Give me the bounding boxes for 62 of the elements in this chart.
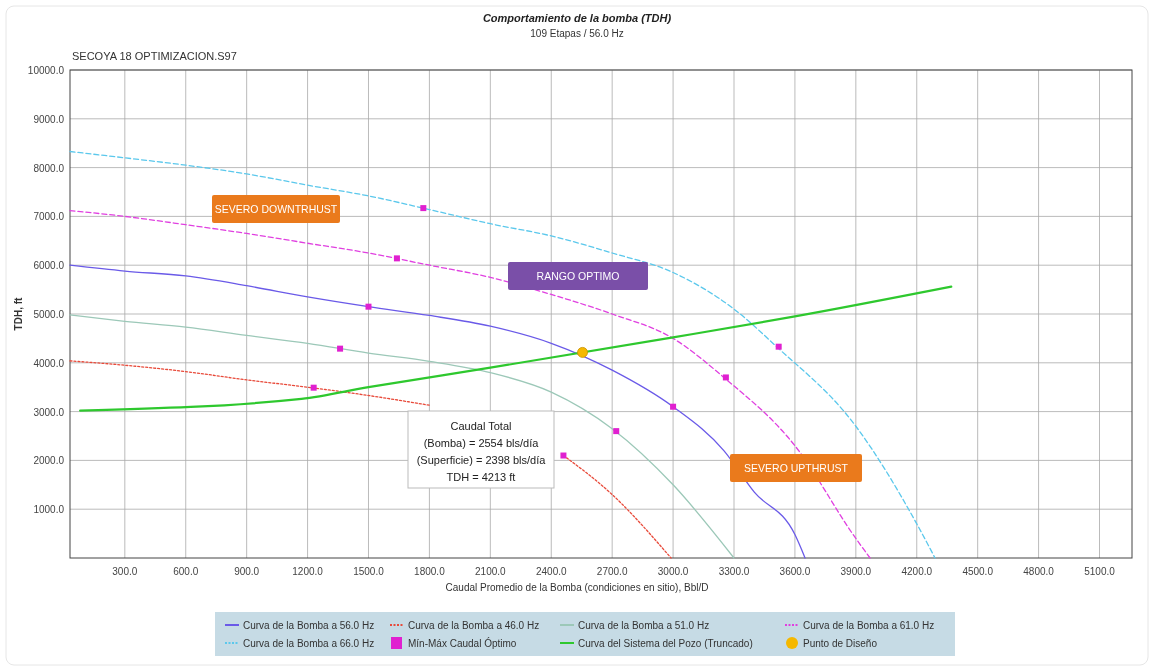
point — [310, 384, 317, 391]
point — [337, 345, 344, 352]
x-tick-label: 2100.0 — [475, 566, 507, 577]
point — [613, 428, 620, 435]
legend-label: Curva de la Bomba a 66.0 Hz — [243, 638, 375, 649]
label-box: RANGO OPTIMO — [508, 262, 648, 290]
x-tick-label: 4800.0 — [1023, 566, 1055, 577]
text: SECOYA 18 OPTIMIZACION.S97 — [72, 50, 237, 62]
annotation: SEVERO DOWNTRHUST — [214, 203, 338, 215]
point — [670, 403, 677, 410]
legend-label: Curva de la Bomba a 46.0 Hz — [408, 620, 540, 631]
point — [577, 347, 588, 358]
y-tick-label: 7000.0 — [33, 211, 65, 223]
chart-subtitle: 109 Etapas / 56.0 Hz — [530, 28, 624, 39]
y-tick-label: 8000.0 — [33, 162, 65, 174]
line-series — [79, 285, 953, 412]
x-tick-label: 3600.0 — [779, 566, 811, 577]
x-tick-label: 900.0 — [234, 566, 260, 577]
x-tick-label: 3300.0 — [718, 566, 750, 577]
x-tick-label: 5100.0 — [1084, 566, 1116, 577]
x-tick-label: 3900.0 — [840, 566, 872, 577]
y-tick-label: 6000.0 — [33, 260, 65, 272]
annotation: RANGO OPTIMO — [536, 270, 620, 282]
x-tick-label: 3000.0 — [657, 566, 689, 577]
legend-label: Punto de Diseño — [803, 638, 878, 649]
x-tick-label: 300.0 — [112, 566, 138, 577]
x-tick-label: 1800.0 — [414, 566, 446, 577]
label-box: SEVERO DOWNTRHUST — [212, 195, 340, 223]
y-tick-label: 3000.0 — [33, 406, 65, 418]
legend-label: Curva de la Bomba a 56.0 Hz — [243, 620, 375, 631]
legend-label: Mín-Máx Caudal Óptimo — [408, 637, 517, 649]
legend-label: Curva del Sistema del Pozo (Truncado) — [578, 638, 753, 649]
label-box: SEVERO UPTHRUST — [730, 454, 862, 482]
point — [722, 374, 729, 381]
point — [393, 255, 400, 262]
x-tick-label: 4200.0 — [901, 566, 933, 577]
callout-box: Caudal Total (Bomba) = 2554 bls/día (Superficie) = 2398 bls/día TDH = 4213 ft — [407, 410, 555, 489]
y-tick-label: 4000.0 — [33, 357, 65, 369]
x-tick-label: 2400.0 — [535, 566, 567, 577]
legend-label: Curva de la Bomba a 51.0 Hz — [578, 620, 710, 631]
x-axis-title: Caudal Promedio de la Bomba (condiciones en sitio), Bbl/D — [445, 582, 709, 593]
chart-title: Comportamiento de la bomba (TDH) — [482, 12, 672, 24]
x-tick-label: 600.0 — [173, 566, 199, 577]
line-series — [69, 150, 936, 559]
annotation: Caudal Total (Bomba) = 2554 bls/día (Superficie) = 2398 bls/día TDH = 4213 ft — [416, 420, 547, 483]
legend-label: Curva de la Bomba a 61.0 Hz — [803, 620, 935, 631]
y-tick-label: 9000.0 — [33, 113, 65, 125]
line-series — [69, 314, 735, 559]
y-tick-label: 1000.0 — [33, 504, 65, 516]
y-tick-label: 5000.0 — [33, 309, 65, 320]
point — [420, 205, 427, 212]
point — [775, 343, 782, 350]
y-tick-label: 2000.0 — [33, 455, 65, 467]
point — [560, 452, 567, 459]
x-tick-label: 4500.0 — [962, 566, 994, 577]
annotation: SEVERO UPTHRUST — [744, 462, 849, 474]
point — [365, 303, 372, 310]
x-tick-label: 1500.0 — [353, 566, 385, 577]
x-tick-label: 1200.0 — [292, 566, 324, 577]
x-tick-label: 2700.0 — [596, 566, 628, 577]
y-tick-label: 10000.0 — [27, 65, 65, 76]
y-axis-title: TDH, ft — [13, 296, 24, 331]
